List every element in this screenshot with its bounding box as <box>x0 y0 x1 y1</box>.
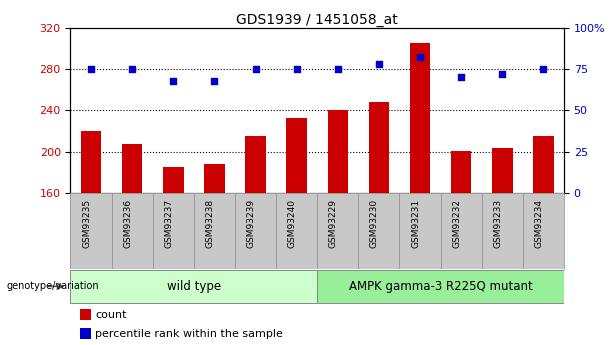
Point <box>415 55 425 60</box>
Point <box>169 78 178 83</box>
Bar <box>286 118 307 193</box>
Point <box>374 61 384 67</box>
Text: GSM93240: GSM93240 <box>287 199 297 248</box>
Bar <box>533 136 554 193</box>
Bar <box>163 167 183 193</box>
Title: GDS1939 / 1451058_at: GDS1939 / 1451058_at <box>237 12 398 27</box>
Bar <box>318 270 564 303</box>
Point <box>538 66 548 72</box>
Bar <box>204 164 225 193</box>
Text: GSM93238: GSM93238 <box>205 199 215 248</box>
Bar <box>409 43 430 193</box>
Bar <box>122 144 142 193</box>
Point <box>86 66 96 72</box>
Bar <box>70 270 318 303</box>
Bar <box>245 136 266 193</box>
Point <box>251 66 261 72</box>
Text: GSM93234: GSM93234 <box>535 199 543 248</box>
Text: GSM93232: GSM93232 <box>452 199 461 248</box>
Bar <box>368 102 389 193</box>
Text: percentile rank within the sample: percentile rank within the sample <box>95 329 283 338</box>
Text: GSM93231: GSM93231 <box>411 199 420 248</box>
Point <box>333 66 343 72</box>
Text: AMPK gamma-3 R225Q mutant: AMPK gamma-3 R225Q mutant <box>349 280 533 293</box>
Bar <box>81 131 101 193</box>
Text: GSM93229: GSM93229 <box>329 199 338 248</box>
Bar <box>80 328 91 339</box>
Bar <box>327 110 348 193</box>
Text: count: count <box>95 310 127 319</box>
Point <box>456 75 466 80</box>
Point <box>128 66 137 72</box>
Text: GSM93235: GSM93235 <box>82 199 91 248</box>
Bar <box>492 148 512 193</box>
Bar <box>451 151 471 193</box>
Text: GSM93236: GSM93236 <box>123 199 132 248</box>
Text: GSM93239: GSM93239 <box>246 199 256 248</box>
Bar <box>80 309 91 320</box>
Text: wild type: wild type <box>167 280 221 293</box>
Text: GSM93230: GSM93230 <box>370 199 379 248</box>
Point <box>210 78 219 83</box>
Text: genotype/variation: genotype/variation <box>6 282 99 291</box>
Text: GSM93237: GSM93237 <box>164 199 173 248</box>
Point <box>497 71 507 77</box>
Point <box>292 66 302 72</box>
Text: GSM93233: GSM93233 <box>493 199 502 248</box>
